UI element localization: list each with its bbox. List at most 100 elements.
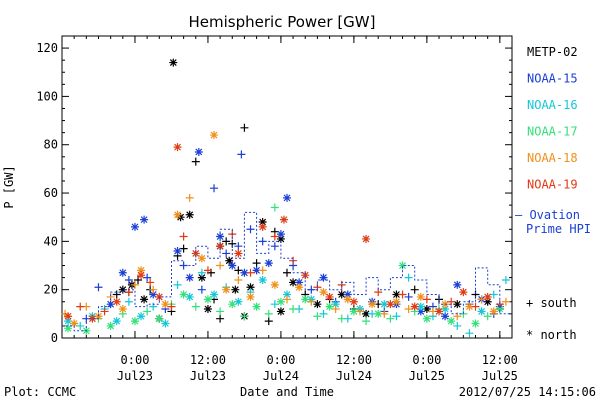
data-point-south (471, 302, 480, 311)
data-point-north (283, 193, 291, 202)
data-point-north (392, 297, 401, 306)
data-point-north (140, 215, 149, 224)
data-point-north (477, 307, 486, 316)
data-point-north (203, 295, 212, 304)
data-point-south (173, 280, 182, 289)
data-point-north (386, 300, 395, 309)
y-tick-label: 40 (44, 234, 58, 248)
data-point-north (283, 290, 291, 299)
data-point-north (130, 222, 139, 231)
data-point-south (216, 261, 225, 270)
data-point-south (143, 307, 152, 316)
data-point-north (380, 300, 389, 309)
data-point-north (453, 300, 462, 309)
data-point-north (337, 290, 346, 299)
y-tick-label: 120 (36, 41, 58, 55)
x-axis-ticks: 0:00 Jul23 12:00 Jul23 0:00 Jul24 12:00 Jul24 0:… (61, 36, 518, 383)
data-point-north (349, 307, 358, 316)
data-point-north (276, 230, 285, 239)
data-point-north (194, 147, 203, 156)
data-point-south (483, 312, 492, 321)
data-point-south (258, 266, 267, 275)
data-point-north (362, 309, 371, 318)
data-point-north (169, 58, 178, 67)
y-tick-label: 80 (44, 138, 58, 152)
y-tick-label: 60 (44, 186, 58, 200)
data-point-north (246, 283, 255, 292)
data-point-north (295, 283, 304, 292)
data-point-north (270, 280, 279, 289)
plot-area (61, 35, 513, 339)
data-point-north (289, 278, 298, 287)
data-point-north (349, 297, 358, 306)
data-point-north (301, 271, 310, 280)
legend: METP-02 NOAA-15 NOAA-16 NOAA-17 NOAA-18 NOAA-… (515, 45, 591, 236)
data-point-south (149, 285, 158, 294)
data-point-north (210, 131, 219, 140)
data-point-north (70, 319, 79, 328)
data-point-south (76, 321, 85, 330)
data-point-south (234, 242, 243, 251)
data-point-south (270, 242, 279, 251)
data-point-north (416, 292, 425, 301)
data-point-north (112, 297, 121, 306)
data-point-north (64, 317, 73, 326)
series-noaa-15 (82, 147, 504, 323)
data-point-south (264, 317, 273, 326)
data-point-north (447, 317, 456, 326)
legend-entry: METP-02 (527, 45, 578, 59)
data-point-south (234, 276, 243, 285)
data-point-north (88, 314, 97, 323)
series-ovation-prime-hpi (62, 211, 512, 332)
chart-title: Hemispheric Power [GW] (189, 13, 376, 31)
y-axis-ticks: 0 20 40 60 80 100 120 (36, 35, 512, 345)
data-point-south (210, 184, 219, 193)
legend-entry: NOAA-17 (527, 125, 578, 139)
data-point-south (94, 283, 103, 292)
data-point-north (252, 266, 261, 275)
data-point-south (380, 309, 389, 318)
data-point-south (453, 321, 462, 330)
data-point-south (124, 276, 133, 285)
data-point-north (94, 312, 103, 321)
data-point-south (246, 225, 255, 234)
data-point-north (197, 273, 206, 282)
data-point-north (210, 290, 219, 299)
data-point-south (146, 278, 155, 287)
data-point-south (134, 276, 143, 285)
data-point-north (276, 234, 285, 243)
y-axis-label: P [GW] (2, 165, 16, 208)
footer-plot-credit: Plot: CCMC (4, 385, 76, 399)
data-point-north (137, 266, 146, 275)
data-point-south (307, 297, 316, 306)
data-point-south (501, 297, 510, 306)
data-point-south (258, 237, 267, 246)
data-point-south (331, 305, 340, 314)
data-point-south (143, 273, 152, 282)
data-point-south (422, 295, 431, 304)
data-point-north (258, 218, 267, 227)
data-point-south (124, 297, 133, 306)
legend-ovation-line1: — Ovation (515, 208, 580, 222)
x-tick-label-date: Jul24 (336, 369, 372, 383)
data-point-north (130, 317, 139, 326)
data-point-north (246, 292, 255, 301)
data-point-north (137, 271, 146, 280)
data-point-south (197, 285, 206, 294)
data-point-south (179, 232, 188, 241)
data-point-north (441, 312, 450, 321)
data-point-north (319, 288, 328, 297)
data-point-north (374, 309, 383, 318)
x-tick-label-date: Jul23 (117, 369, 153, 383)
data-point-south (222, 237, 231, 246)
x-tick-label-date: Jul24 (263, 369, 299, 383)
data-point-south (240, 123, 249, 132)
data-point-south (283, 268, 291, 277)
data-point-south (355, 307, 364, 316)
legend-ovation-line2: Prime HPI (526, 222, 591, 236)
data-point-north (453, 280, 462, 289)
data-point-north (252, 302, 261, 311)
data-point-south (289, 305, 298, 314)
data-point-south (185, 193, 194, 202)
